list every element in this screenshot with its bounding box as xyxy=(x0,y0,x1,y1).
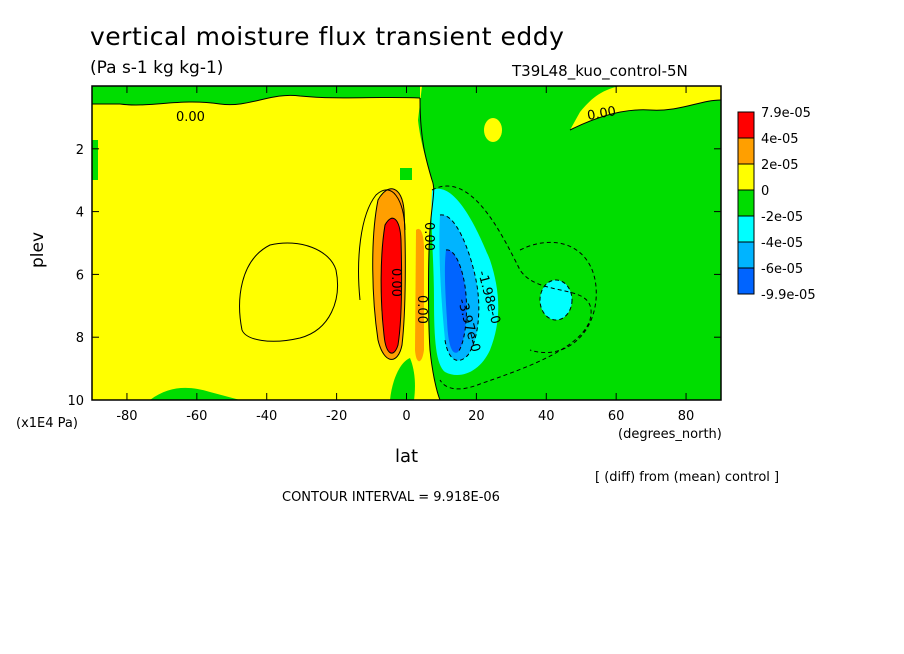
contour-pos-west xyxy=(239,242,338,342)
colorbar-swatch xyxy=(737,137,755,165)
colorbar-label: -9.9e-05 xyxy=(761,288,816,303)
x-tick-label: -80 xyxy=(116,409,137,424)
x-tick-label: 40 xyxy=(538,409,555,424)
fill-top-green-west xyxy=(92,86,420,105)
colorbar-swatch xyxy=(737,189,755,217)
contour-zero-east xyxy=(419,97,441,400)
x-tick-label: -40 xyxy=(256,409,277,424)
fill-left-green xyxy=(92,140,98,180)
contour-neg-inner xyxy=(439,214,480,361)
colorbar-label: 4e-05 xyxy=(761,132,799,147)
y-axis: 2 4 6 8 10 xyxy=(67,143,721,409)
x-tick-label: 0 xyxy=(402,409,410,424)
colorbar-swatch xyxy=(737,163,755,191)
contour-label: 0.00 xyxy=(388,268,403,297)
contour-label: 0.00 xyxy=(421,222,436,251)
contour-label: 0.00 xyxy=(414,295,429,324)
fill-green-square xyxy=(400,168,412,180)
contour-interval: CONTOUR INTERVAL = 9.918E-06 xyxy=(282,490,500,505)
colorbar-swatch xyxy=(737,241,755,269)
contour-pos-inner xyxy=(380,217,403,354)
contour-neg-blob xyxy=(539,279,573,321)
contour-zero-top-west xyxy=(92,94,421,106)
contour-label: 0.00 xyxy=(586,104,617,124)
colorbar-swatch xyxy=(737,267,755,295)
fill-bottom-green-eq xyxy=(390,358,415,400)
x-axis-units: (degrees_north) xyxy=(618,427,722,442)
y-tick-label: 10 xyxy=(67,394,84,409)
contour-fills xyxy=(92,86,721,400)
colorbar-label: 0 xyxy=(761,184,769,199)
y-tick-label: 8 xyxy=(76,331,84,346)
colorbar-label: 7.9e-05 xyxy=(761,106,811,121)
y-tick-label: 4 xyxy=(76,206,84,221)
contour-neg-outer xyxy=(431,185,592,390)
fill-top-yellow-east xyxy=(570,86,721,130)
contour-lines xyxy=(92,94,721,400)
contour-zero-top-east xyxy=(569,99,721,131)
y-tick-label: 2 xyxy=(76,143,84,158)
run-id: T39L48_kuo_control-5N xyxy=(512,62,688,80)
fill-yellow-blob xyxy=(484,118,502,142)
colorbar-swatch xyxy=(737,111,755,139)
fill-bottom-green xyxy=(150,387,240,400)
colorbar: 7.9e-05 4e-05 2e-05 0 -2e-05 -4e-05 -6e-05 -9.9… xyxy=(737,106,816,303)
x-axis: -80 -60 -40 -20 0 20 40 60 80 xyxy=(116,86,694,424)
colorbar-label: -6e-05 xyxy=(761,262,803,277)
x-tick-label: 60 xyxy=(608,409,625,424)
y-axis-label: plev xyxy=(28,231,48,268)
colorbar-label: -4e-05 xyxy=(761,236,803,251)
colorbar-swatch xyxy=(737,215,755,243)
chart-units: (Pa s-1 kg kg-1) xyxy=(90,58,224,78)
contour-pos-mid xyxy=(372,188,406,360)
y-axis-units: (x1E4 Pa) xyxy=(16,416,78,431)
fill-positive-strip xyxy=(415,228,424,362)
fill-negative-blob xyxy=(540,280,572,320)
fill-negative-max xyxy=(444,249,467,353)
contour-pos-outer xyxy=(358,189,406,301)
x-tick-label: 80 xyxy=(678,409,695,424)
contour-neg-east xyxy=(519,241,597,354)
diff-note: [ (diff) from (mean) control ] xyxy=(595,470,780,485)
x-axis-label: lat xyxy=(395,446,419,467)
x-tick-label: -60 xyxy=(186,409,207,424)
colorbar-label: -2e-05 xyxy=(761,210,803,225)
x-tick-label: 20 xyxy=(468,409,485,424)
x-tick-label: -20 xyxy=(326,409,347,424)
contour-label: 0.00 xyxy=(176,110,205,125)
contour-neg-core xyxy=(445,249,467,353)
y-tick-label: 6 xyxy=(76,268,84,283)
chart-title: vertical moisture flux transient eddy xyxy=(90,22,565,51)
fill-positive-high xyxy=(381,218,402,354)
colorbar-label: 2e-05 xyxy=(761,158,799,173)
